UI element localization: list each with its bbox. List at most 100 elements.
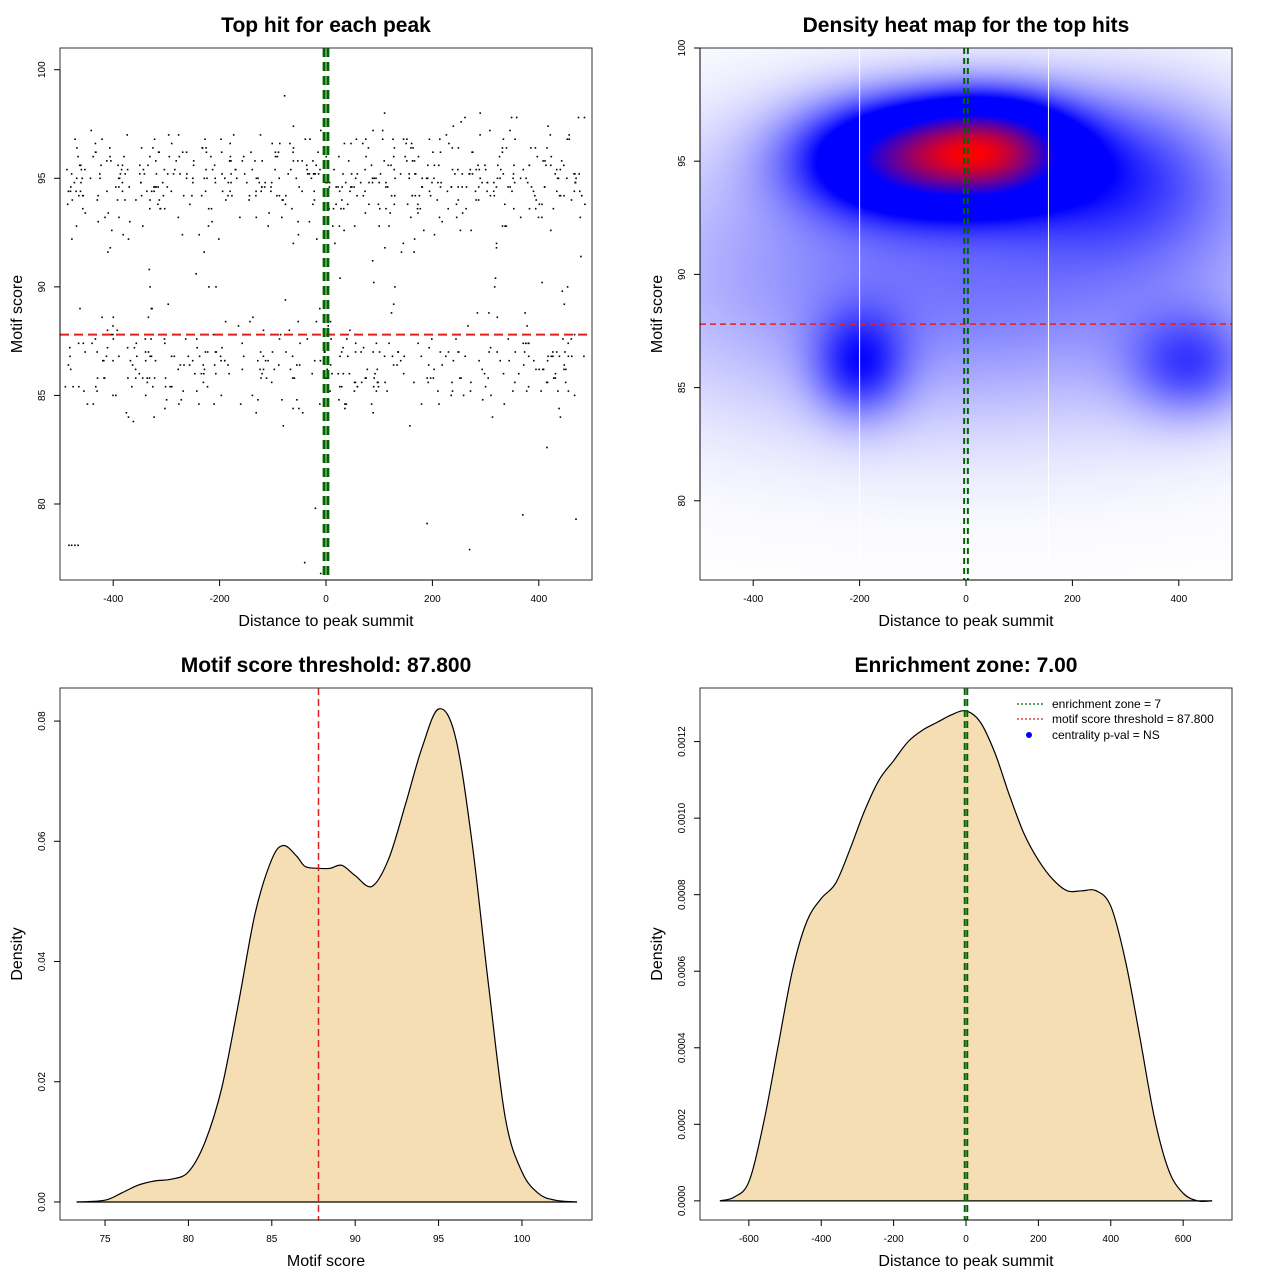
scatter-point [319, 168, 321, 171]
scatter-point [179, 173, 181, 175]
scatter-point [496, 351, 498, 353]
scatter-point [519, 177, 522, 180]
scatter-point [170, 190, 173, 193]
scatter-point [522, 168, 525, 171]
scatter-point [149, 155, 151, 158]
scatter-point [495, 247, 498, 249]
scatter-point [292, 407, 294, 410]
scatter-point [64, 385, 67, 388]
legend-centrality-label: centrality p-val = NS [1052, 728, 1160, 742]
scatter-point [204, 190, 207, 193]
scatter-point [163, 338, 166, 340]
scatter-point [383, 112, 386, 114]
scatter-point [144, 351, 147, 353]
scatter-point [157, 186, 159, 188]
scatter-point [99, 177, 101, 180]
scatter-point [451, 147, 454, 149]
scatter-point [329, 364, 332, 366]
y-tick-label: 80 [677, 495, 688, 507]
scatter-point [157, 203, 159, 206]
scatter-point [557, 390, 559, 392]
scatter-point [524, 342, 527, 345]
scatter-point [317, 151, 319, 153]
scatter-point [230, 173, 232, 175]
scatter-point [144, 394, 147, 397]
scatter-point [399, 359, 402, 362]
scatter-point [112, 316, 115, 319]
scatter-point [439, 186, 442, 188]
scatter-point [489, 194, 492, 197]
scatter-point [206, 177, 208, 180]
scatter-point [169, 385, 171, 388]
scatter-point [126, 346, 129, 349]
scatter-point [567, 342, 569, 345]
scatter-point [455, 203, 458, 206]
scatter-point [313, 199, 316, 201]
scatter-point [428, 190, 431, 193]
scatter-point [148, 268, 151, 271]
x-tick-label: -200 [210, 594, 230, 605]
scatter-point [351, 186, 353, 188]
scatter-point [80, 168, 83, 171]
scatter-point [359, 181, 362, 184]
scatter-point [500, 168, 502, 171]
scatter-point [559, 168, 562, 171]
scatter-point [493, 286, 496, 288]
scatter-point [227, 181, 230, 184]
scatter-point [213, 403, 215, 405]
scatter-point [526, 325, 528, 327]
scatter-point [383, 160, 385, 162]
scatter-point [94, 142, 97, 145]
scatter-point [543, 186, 546, 188]
scatter-point [546, 147, 548, 149]
y-tick-label: 0.04 [37, 951, 48, 971]
x-tick-label: -200 [850, 594, 870, 605]
scatter-point [479, 134, 481, 136]
scatter-point [319, 403, 321, 405]
scatter-point [215, 372, 217, 375]
scatter-point [298, 407, 300, 410]
scatter-point [337, 372, 339, 375]
scatter-point [353, 390, 356, 392]
scatter-point [138, 372, 141, 375]
scatter-point [390, 194, 393, 197]
scatter-point [390, 312, 393, 314]
heatmap-title: Density heat map for the top hits [803, 14, 1130, 37]
scatter-point [437, 181, 439, 184]
scatter-point [392, 303, 395, 305]
scatter-point [438, 403, 440, 405]
scatter-point [227, 364, 229, 366]
scatter-point [206, 385, 209, 388]
scatter-point [118, 177, 121, 180]
scatter-point [362, 194, 365, 197]
x-tick-label: 400 [530, 594, 547, 605]
scatter-point [212, 333, 215, 336]
scatter-point [198, 403, 200, 405]
scatter-point [296, 399, 298, 401]
scatter-point [567, 390, 570, 392]
scatter-point [354, 351, 357, 353]
scatter-point [375, 177, 377, 180]
scatter-point [438, 164, 440, 167]
scatter-point [112, 333, 114, 336]
scatter-point [546, 446, 548, 449]
scatter-point [220, 359, 222, 362]
scatter-point [353, 225, 356, 227]
scatter-point [538, 368, 540, 371]
scatter-point [67, 364, 70, 366]
scatter-point [103, 377, 105, 379]
scatter-point [338, 155, 340, 158]
scatter-point [229, 142, 231, 145]
scatter-point [490, 394, 492, 397]
scatter-point [558, 194, 561, 197]
scatter-point [450, 394, 452, 397]
scatter-point [465, 207, 467, 210]
scatter-point [370, 403, 373, 405]
scatter-point [349, 186, 352, 188]
scatter-point [462, 394, 465, 397]
scatter-point [284, 299, 287, 301]
scatter-point [289, 368, 292, 371]
scatter-point [78, 164, 81, 167]
scatter-point [185, 151, 188, 153]
scatter-point [525, 177, 527, 180]
